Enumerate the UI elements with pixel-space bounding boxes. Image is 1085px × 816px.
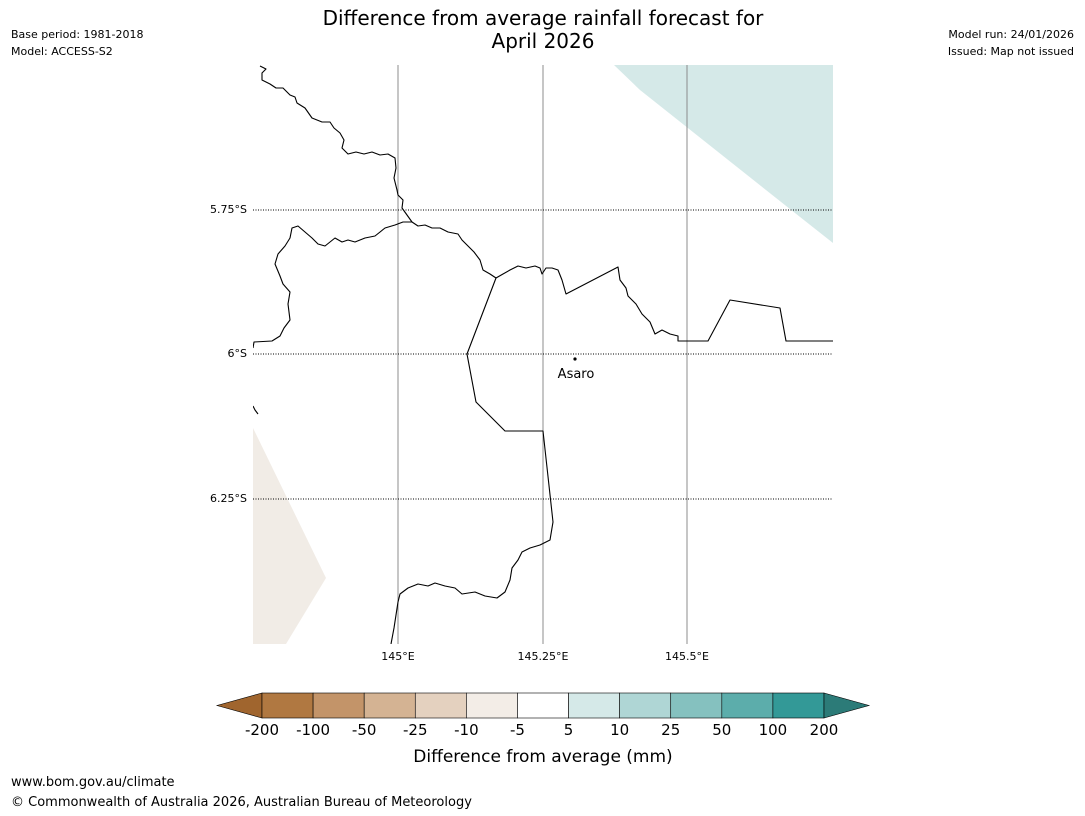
colorbar-segment — [619, 692, 672, 719]
base-period-text: Base period: 1981-2018 — [11, 28, 144, 41]
colorbar-tick-label: -25 — [403, 721, 428, 739]
boundary-north — [259, 65, 833, 342]
colorbar-tick-label: 10 — [610, 721, 629, 739]
colorbar-segment — [670, 692, 723, 719]
colorbar-segment — [772, 692, 825, 719]
colorbar-tick-label: 5 — [564, 721, 574, 739]
lon-label-145-5: 145.5°E — [665, 650, 709, 663]
metadata-left: Base period: 1981-2018 Model: ACCESS-S2 — [11, 26, 143, 60]
colorbar-segment — [363, 692, 416, 719]
colorbar-tick-label: 100 — [759, 721, 788, 739]
colorbar-segment — [261, 692, 314, 719]
longitude-labels: 145°E 145.25°E 145.5°E — [381, 650, 709, 663]
wetter-region — [614, 65, 833, 243]
colorbar-extend-high — [823, 692, 871, 719]
colorbar-segment — [517, 692, 569, 719]
boundary-west — [390, 277, 554, 644]
footer-copyright: © Commonwealth of Australia 2026, Austra… — [11, 795, 472, 810]
latitude-labels: 5.75°S 6°S 6.25°S — [210, 203, 247, 505]
lat-label-6: 6°S — [228, 347, 247, 360]
drier-region — [253, 428, 326, 644]
colorbar-segment — [721, 692, 774, 719]
colorbar-tick-label: -50 — [352, 721, 377, 739]
colorbar-tick-label: -10 — [454, 721, 479, 739]
lat-label-5-75: 5.75°S — [210, 203, 247, 216]
colorbar-tick-label: -100 — [296, 721, 330, 739]
map-title: Difference from average rainfall forecas… — [243, 7, 843, 53]
colorbar-tick-label: 50 — [712, 721, 731, 739]
colorbar-ticks: -200 -100 -50 -25 -10 -5 5 10 25 50 100 200 — [245, 721, 838, 739]
model-run-text: Model run: 24/01/2026 — [948, 28, 1074, 41]
map-area: Asaro — [253, 65, 833, 644]
footer-url: www.bom.gov.au/climate — [11, 775, 175, 790]
colorbar-tick-label: 25 — [661, 721, 680, 739]
boundary-west-stub — [253, 405, 259, 415]
colorbar-tick-label: 200 — [810, 721, 839, 739]
lon-label-145: 145°E — [381, 650, 414, 663]
colorbar-tick-label: -5 — [510, 721, 525, 739]
asaro-label: Asaro — [558, 367, 595, 382]
colorbar-segments — [215, 692, 871, 719]
lat-label-6-25: 6.25°S — [210, 492, 247, 505]
colorbar-tick-label: -200 — [245, 721, 279, 739]
colorbar-segment — [466, 692, 518, 719]
colorbar: -200 -100 -50 -25 -10 -5 5 10 25 50 100 200 Differe… — [215, 692, 871, 767]
title-line-2: April 2026 — [491, 29, 595, 53]
metadata-right: Model run: 24/01/2026 Issued: Map not is… — [948, 26, 1074, 60]
asaro-marker — [573, 357, 577, 361]
boundaries — [253, 65, 833, 644]
colorbar-segment — [414, 692, 467, 719]
boundary-west-lobe — [253, 221, 412, 349]
colorbar-label: Difference from average (mm) — [413, 747, 672, 767]
title-line-1: Difference from average rainfall forecas… — [322, 6, 764, 30]
colorbar-extend-low — [215, 692, 263, 719]
lon-label-145-25: 145.25°E — [518, 650, 569, 663]
colorbar-segment — [312, 692, 365, 719]
model-text: Model: ACCESS-S2 — [11, 45, 113, 58]
colorbar-segment — [568, 692, 620, 719]
issued-text: Issued: Map not issued — [947, 45, 1074, 58]
